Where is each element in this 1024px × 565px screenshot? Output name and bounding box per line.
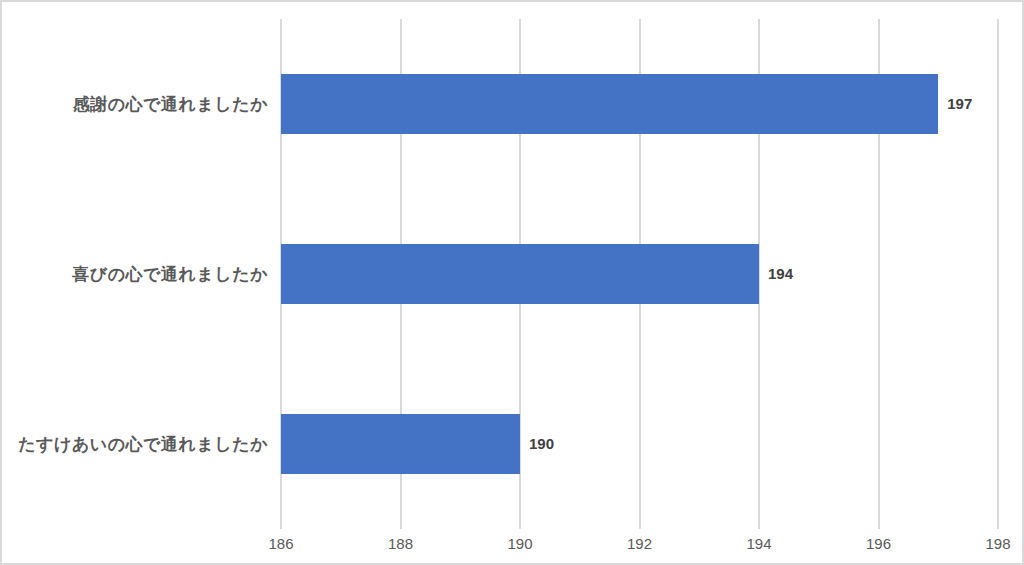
x-tick-label-188: 188 <box>371 535 431 552</box>
x-tick-label-186: 186 <box>251 535 311 552</box>
x-tick-label-198: 198 <box>968 535 1024 552</box>
data-label-1: 194 <box>768 265 793 282</box>
bar-series1-item-1 <box>281 244 759 304</box>
category-label-2: たすけあいの心で通れましたか <box>2 433 268 456</box>
gridline-198 <box>997 19 999 529</box>
bar-series1-item-0 <box>281 74 938 134</box>
bar-series1-item-2 <box>281 414 520 474</box>
category-label-1: 喜びの心で通れましたか <box>2 263 268 286</box>
data-label-2: 190 <box>529 435 554 452</box>
data-label-0: 197 <box>947 95 972 112</box>
x-tick-label-194: 194 <box>729 535 789 552</box>
x-tick-label-196: 196 <box>849 535 909 552</box>
bar-chart-canvas: 感謝の心で通れましたか喜びの心で通れましたかたすけあいの心で通れましたか 197… <box>0 0 1024 565</box>
x-tick-label-192: 192 <box>610 535 670 552</box>
x-tick-label-190: 190 <box>490 535 550 552</box>
category-label-0: 感謝の心で通れましたか <box>2 93 268 116</box>
